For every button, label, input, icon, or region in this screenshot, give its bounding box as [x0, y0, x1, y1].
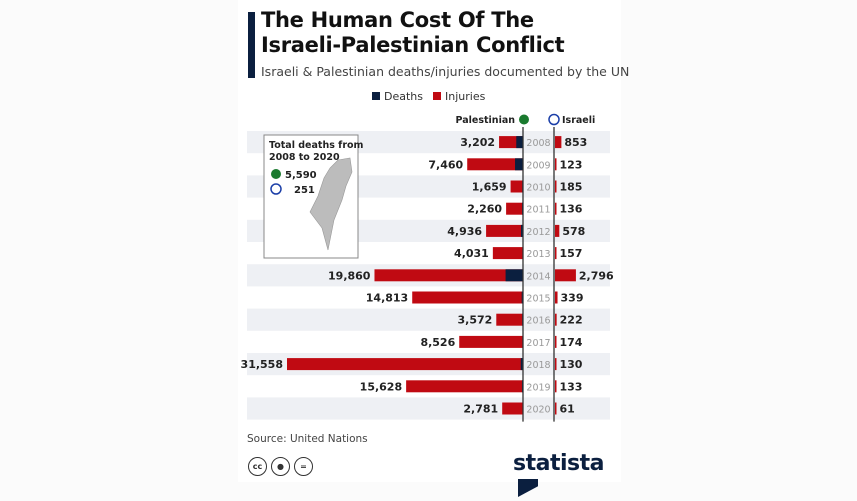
label-israeli: 2,796 [579, 269, 614, 282]
year-label: 2010 [526, 183, 550, 194]
bar-israeli-injuries [555, 403, 557, 415]
year-label: 2011 [526, 205, 550, 216]
bar-palestinian-deaths [516, 136, 523, 148]
label-palestinian: 19,860 [328, 269, 371, 282]
label-israeli: 222 [560, 314, 583, 327]
year-label: 2017 [526, 338, 550, 349]
label-israeli: 853 [564, 136, 587, 149]
bar-palestinian-injuries [374, 269, 523, 281]
header-palestinian: Palestinian [456, 115, 516, 126]
header-israeli: Israeli [562, 115, 595, 126]
year-label: 2015 [526, 294, 550, 305]
bar-palestinian-deaths [506, 269, 523, 281]
label-israeli: 123 [560, 158, 583, 171]
no-derivatives-icon: = [294, 457, 313, 476]
label-israeli: 136 [560, 203, 583, 216]
label-israeli: 339 [561, 292, 584, 305]
bar-israeli-injuries [555, 358, 557, 370]
label-israeli: 578 [562, 225, 585, 238]
label-palestinian: 1,659 [472, 181, 507, 194]
legend-label-injuries: Injuries [445, 90, 486, 103]
source-text: Source: United Nations [247, 433, 368, 445]
bar-palestinian-injuries [493, 247, 523, 259]
label-israeli: 157 [560, 247, 583, 260]
label-israeli: 133 [560, 380, 583, 393]
bar-palestinian-injuries [486, 225, 523, 237]
year-label: 2016 [526, 316, 550, 327]
legend-swatch-deaths [372, 92, 380, 100]
israel-flag-icon [549, 115, 559, 125]
label-palestinian: 4,936 [447, 225, 482, 238]
bar-palestinian-injuries [459, 336, 523, 348]
bar-palestinian-injuries [502, 403, 523, 415]
bar-palestinian-injuries [496, 314, 523, 326]
legend-swatch-injuries [433, 92, 441, 100]
attribution-icon: ● [271, 457, 290, 476]
label-palestinian: 2,781 [463, 403, 498, 416]
label-palestinian: 15,628 [360, 380, 402, 393]
bar-israeli-injuries [555, 269, 576, 281]
bar-palestinian-injuries [406, 380, 523, 392]
bar-israeli-injuries [555, 380, 557, 392]
label-israeli: 185 [560, 181, 583, 194]
bar-israeli-injuries [555, 181, 557, 193]
infographic-card: The Human Cost Of The Israeli-Palestinia… [238, 0, 621, 482]
israel-flag-icon [271, 184, 281, 194]
label-israeli: 174 [560, 336, 583, 349]
palestine-flag-icon [519, 115, 529, 125]
bar-israeli-injuries [555, 203, 557, 215]
label-palestinian: 4,031 [454, 247, 489, 260]
inset-title-1: Total deaths from [269, 140, 364, 151]
bar-israeli-injuries [555, 136, 561, 148]
year-label: 2018 [526, 360, 550, 371]
year-label: 2019 [526, 382, 550, 393]
label-palestinian: 8,526 [420, 336, 455, 349]
year-label: 2014 [526, 271, 550, 282]
label-palestinian: 7,460 [428, 158, 463, 171]
chart-svg: Deaths Injuries Palestinian Israeli 3,202 853… [238, 0, 621, 440]
bar-palestinian-injuries [467, 158, 523, 170]
bar-israeli-injuries [555, 292, 558, 304]
bar-israeli-injuries [555, 314, 557, 326]
bar-israeli-injuries [555, 158, 557, 170]
year-label: 2008 [526, 138, 550, 149]
year-label: 2012 [526, 227, 550, 238]
year-label: 2020 [526, 405, 550, 416]
inset-title-2: 2008 to 2020 [269, 152, 340, 163]
year-label: 2013 [526, 249, 550, 260]
bar-israeli-injuries [555, 225, 559, 237]
bar-israeli-injuries [555, 336, 557, 348]
label-palestinian: 3,572 [457, 314, 492, 327]
bar-palestinian-injuries [506, 203, 523, 215]
year-label: 2009 [526, 160, 550, 171]
label-palestinian: 3,202 [460, 136, 495, 149]
inset-palestinian-deaths: 5,590 [285, 170, 317, 181]
bar-israeli-injuries [555, 247, 557, 259]
statista-logo: statista [513, 451, 621, 501]
label-palestinian: 31,558 [241, 358, 283, 371]
label-palestinian: 14,813 [366, 292, 408, 305]
bar-palestinian-injuries [511, 181, 523, 193]
label-israeli: 130 [560, 358, 583, 371]
bar-palestinian-injuries [412, 292, 523, 304]
bar-palestinian-deaths [515, 158, 523, 170]
legend-label-deaths: Deaths [384, 90, 423, 103]
inset-israeli-deaths: 251 [294, 185, 315, 196]
bar-palestinian-injuries [287, 358, 523, 370]
palestine-flag-icon [271, 169, 281, 179]
label-israeli: 61 [560, 403, 575, 416]
cc-license-icon: cc [248, 457, 267, 476]
label-palestinian: 2,260 [467, 203, 502, 216]
